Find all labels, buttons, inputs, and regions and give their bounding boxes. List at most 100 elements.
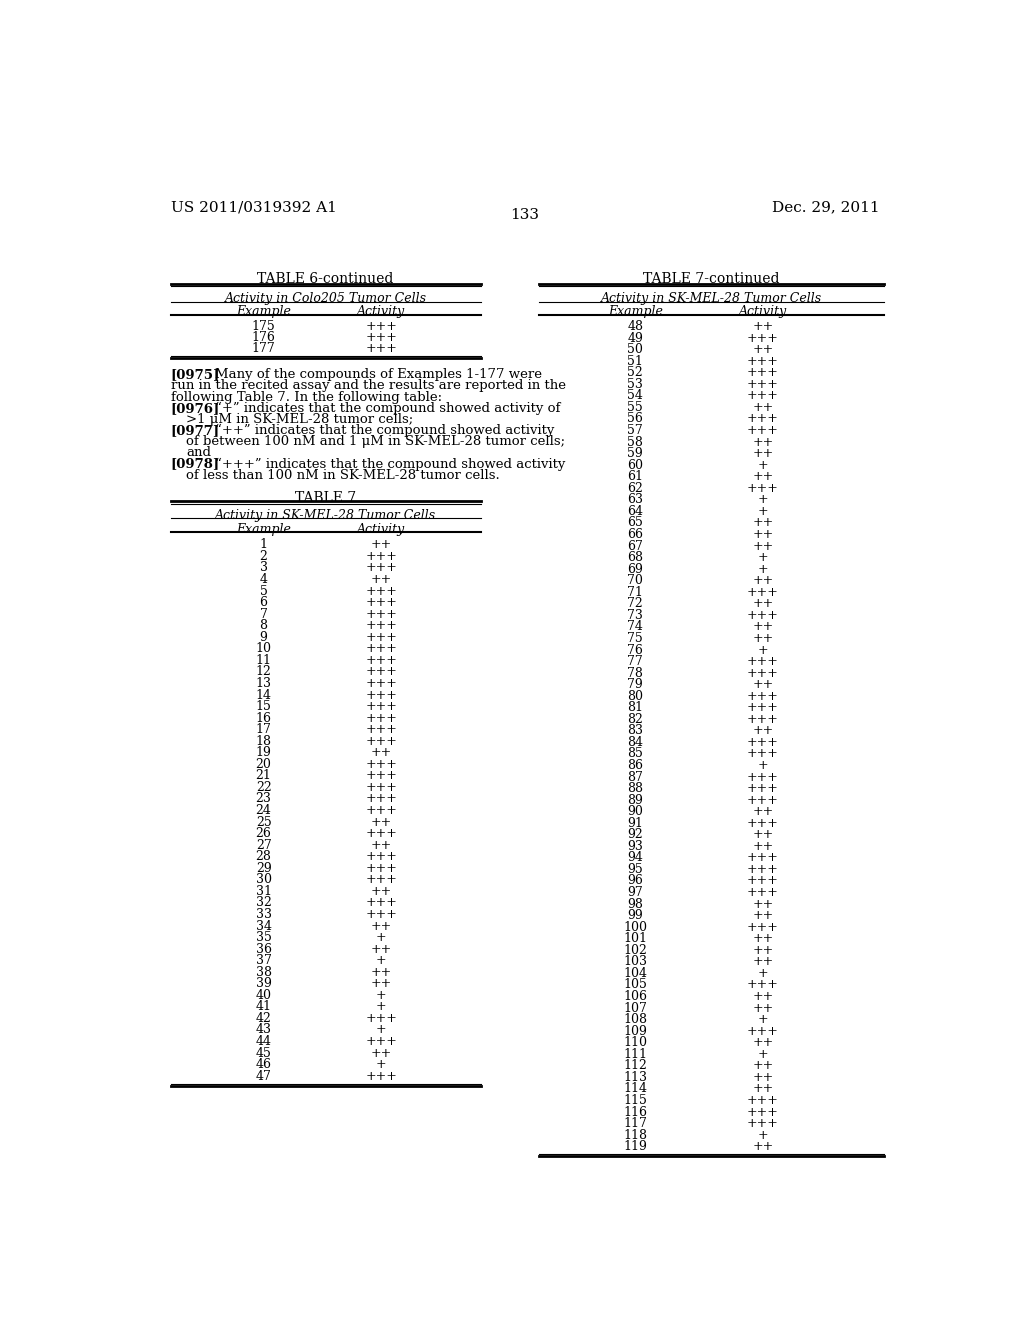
Text: 19: 19 (256, 746, 271, 759)
Text: ++: ++ (371, 838, 392, 851)
Text: 89: 89 (628, 793, 643, 807)
Text: +++: +++ (746, 921, 779, 933)
Text: 175: 175 (252, 321, 275, 333)
Text: +++: +++ (746, 609, 779, 622)
Text: +: + (758, 759, 768, 772)
Text: 115: 115 (624, 1094, 647, 1107)
Text: US 2011/0319392 A1: US 2011/0319392 A1 (171, 201, 337, 215)
Text: >1 μM in SK-MEL-28 tumor cells;: >1 μM in SK-MEL-28 tumor cells; (186, 413, 414, 426)
Text: ++: ++ (371, 539, 392, 552)
Text: 57: 57 (628, 424, 643, 437)
Text: TABLE 7-continued: TABLE 7-continued (643, 272, 779, 286)
Text: ++: ++ (753, 898, 773, 911)
Text: 8: 8 (260, 619, 267, 632)
Text: 20: 20 (256, 758, 271, 771)
Text: 93: 93 (628, 840, 643, 853)
Text: Activity: Activity (738, 305, 787, 318)
Text: Example: Example (237, 305, 291, 318)
Text: +++: +++ (366, 735, 397, 747)
Text: 117: 117 (624, 1117, 647, 1130)
Text: ++: ++ (753, 516, 773, 529)
Text: 96: 96 (628, 875, 643, 887)
Text: +++: +++ (746, 781, 779, 795)
Text: ++: ++ (753, 574, 773, 587)
Text: 15: 15 (256, 700, 271, 713)
Text: +++: +++ (746, 586, 779, 599)
Text: 18: 18 (256, 735, 271, 747)
Text: [0976]: [0976] (171, 401, 220, 414)
Text: +: + (758, 552, 768, 564)
Text: 86: 86 (628, 759, 643, 772)
Text: +++: +++ (746, 1024, 779, 1038)
Text: ++: ++ (371, 966, 392, 978)
Text: 34: 34 (256, 920, 271, 932)
Text: +++: +++ (746, 367, 779, 379)
Text: 39: 39 (256, 977, 271, 990)
Text: +++: +++ (746, 482, 779, 495)
Text: 31: 31 (256, 884, 271, 898)
Text: 101: 101 (624, 932, 647, 945)
Text: ++: ++ (371, 942, 392, 956)
Text: 177: 177 (252, 342, 275, 355)
Text: +++: +++ (366, 607, 397, 620)
Text: Many of the compounds of Examples 1-177 were: Many of the compounds of Examples 1-177 … (198, 368, 542, 381)
Text: 79: 79 (628, 678, 643, 692)
Text: +++: +++ (366, 619, 397, 632)
Text: ++: ++ (753, 990, 773, 1003)
Text: 69: 69 (628, 562, 643, 576)
Text: ++: ++ (753, 447, 773, 461)
Text: 64: 64 (628, 506, 643, 517)
Text: ++: ++ (753, 1071, 773, 1084)
Text: +++: +++ (746, 689, 779, 702)
Text: ++: ++ (753, 632, 773, 645)
Text: 48: 48 (628, 321, 643, 333)
Text: +++: +++ (366, 321, 397, 333)
Text: +++: +++ (366, 700, 397, 713)
Text: 68: 68 (628, 552, 643, 564)
Text: +: + (758, 1129, 768, 1142)
Text: 95: 95 (628, 863, 643, 876)
Text: ++: ++ (371, 1047, 392, 1060)
Text: +++: +++ (746, 793, 779, 807)
Text: 77: 77 (628, 655, 643, 668)
Text: 21: 21 (256, 770, 271, 783)
Text: 76: 76 (628, 644, 643, 656)
Text: 71: 71 (628, 586, 643, 599)
Text: ++: ++ (753, 932, 773, 945)
Text: 103: 103 (624, 956, 647, 969)
Text: +++: +++ (366, 631, 397, 644)
Text: TABLE 7: TABLE 7 (295, 491, 356, 504)
Text: 25: 25 (256, 816, 271, 829)
Text: Activity: Activity (357, 305, 406, 318)
Text: +++: +++ (366, 1035, 397, 1048)
Text: 44: 44 (256, 1035, 271, 1048)
Text: 70: 70 (628, 574, 643, 587)
Text: ++: ++ (753, 1059, 773, 1072)
Text: 106: 106 (624, 990, 647, 1003)
Text: +++: +++ (366, 561, 397, 574)
Text: 92: 92 (628, 829, 643, 841)
Text: +++: +++ (366, 653, 397, 667)
Text: +++: +++ (746, 378, 779, 391)
Text: +++: +++ (366, 665, 397, 678)
Text: and: and (186, 446, 211, 459)
Text: +++: +++ (366, 677, 397, 690)
Text: +++: +++ (366, 331, 397, 345)
Text: ++: ++ (753, 1140, 773, 1154)
Text: ++: ++ (371, 746, 392, 759)
Text: Activity in SK-MEL-28 Tumor Cells: Activity in SK-MEL-28 Tumor Cells (601, 292, 821, 305)
Text: 84: 84 (628, 737, 643, 748)
Text: 72: 72 (628, 598, 643, 610)
Text: ++: ++ (753, 598, 773, 610)
Text: +: + (758, 1014, 768, 1026)
Text: 116: 116 (624, 1106, 647, 1118)
Text: +++: +++ (366, 874, 397, 886)
Text: Example: Example (237, 523, 291, 536)
Text: +++: +++ (366, 770, 397, 783)
Text: +++: +++ (746, 817, 779, 830)
Text: +: + (758, 459, 768, 471)
Text: ++: ++ (753, 909, 773, 923)
Text: ++: ++ (753, 840, 773, 853)
Text: 108: 108 (624, 1014, 647, 1026)
Text: Activity: Activity (357, 523, 406, 536)
